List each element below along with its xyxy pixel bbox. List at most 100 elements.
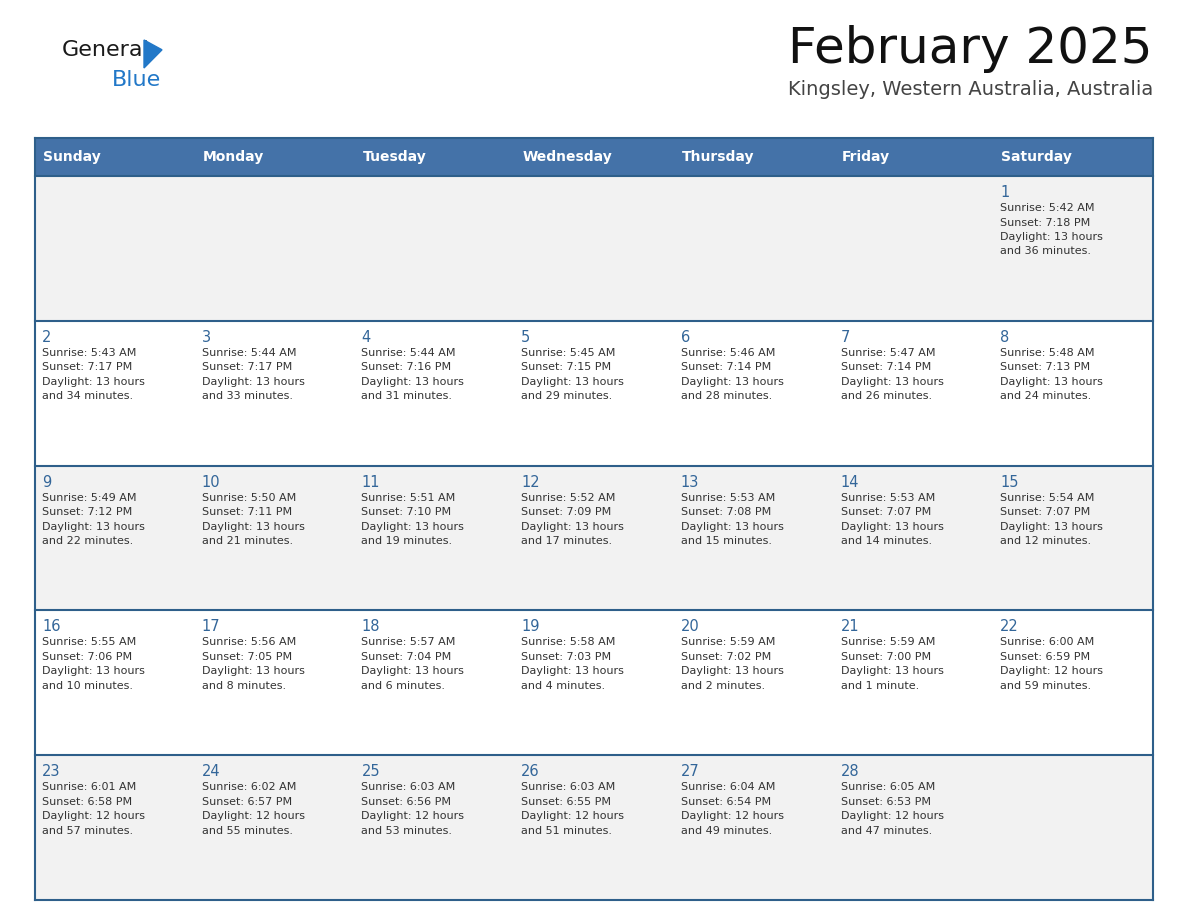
Text: Daylight: 13 hours: Daylight: 13 hours (42, 666, 145, 677)
Text: Sunrise: 5:57 AM: Sunrise: 5:57 AM (361, 637, 456, 647)
Text: and 36 minutes.: and 36 minutes. (1000, 247, 1092, 256)
Text: Sunrise: 5:49 AM: Sunrise: 5:49 AM (42, 493, 137, 502)
Text: and 34 minutes.: and 34 minutes. (42, 391, 133, 401)
Text: and 2 minutes.: and 2 minutes. (681, 681, 765, 691)
Text: Daylight: 13 hours: Daylight: 13 hours (681, 376, 784, 386)
Text: Daylight: 12 hours: Daylight: 12 hours (681, 812, 784, 822)
Text: and 6 minutes.: and 6 minutes. (361, 681, 446, 691)
Text: 16: 16 (42, 620, 61, 634)
Text: Sunset: 7:14 PM: Sunset: 7:14 PM (841, 363, 931, 373)
Text: 4: 4 (361, 330, 371, 345)
Text: Sunset: 7:03 PM: Sunset: 7:03 PM (522, 652, 612, 662)
Text: Sunset: 7:14 PM: Sunset: 7:14 PM (681, 363, 771, 373)
Text: and 59 minutes.: and 59 minutes. (1000, 681, 1092, 691)
Text: 26: 26 (522, 764, 539, 779)
Text: Sunset: 7:18 PM: Sunset: 7:18 PM (1000, 218, 1091, 228)
Text: Kingsley, Western Australia, Australia: Kingsley, Western Australia, Australia (788, 80, 1154, 99)
Text: Daylight: 12 hours: Daylight: 12 hours (841, 812, 943, 822)
Text: 24: 24 (202, 764, 220, 779)
Text: 5: 5 (522, 330, 530, 345)
Text: and 55 minutes.: and 55 minutes. (202, 825, 292, 835)
Text: Sunset: 7:07 PM: Sunset: 7:07 PM (841, 507, 931, 517)
Bar (34, 610, 1154, 756)
Text: 11: 11 (361, 475, 380, 489)
Bar (34, 320, 1154, 465)
Text: Sunrise: 6:04 AM: Sunrise: 6:04 AM (681, 782, 776, 792)
Text: Sunrise: 6:05 AM: Sunrise: 6:05 AM (841, 782, 935, 792)
Text: and 28 minutes.: and 28 minutes. (681, 391, 772, 401)
Text: Sunset: 7:00 PM: Sunset: 7:00 PM (841, 652, 930, 662)
Text: Sunset: 6:53 PM: Sunset: 6:53 PM (841, 797, 930, 807)
Text: General: General (62, 40, 150, 60)
Text: and 8 minutes.: and 8 minutes. (202, 681, 286, 691)
Text: Sunrise: 5:46 AM: Sunrise: 5:46 AM (681, 348, 776, 358)
Text: 8: 8 (1000, 330, 1010, 345)
Text: Daylight: 12 hours: Daylight: 12 hours (522, 812, 624, 822)
Text: Monday: Monday (203, 150, 264, 164)
Text: 23: 23 (42, 764, 61, 779)
Text: Daylight: 13 hours: Daylight: 13 hours (202, 521, 304, 532)
Text: and 22 minutes.: and 22 minutes. (42, 536, 133, 546)
Text: and 51 minutes.: and 51 minutes. (522, 825, 612, 835)
Text: Sunset: 7:17 PM: Sunset: 7:17 PM (202, 363, 292, 373)
Text: Daylight: 13 hours: Daylight: 13 hours (42, 376, 145, 386)
Text: February 2025: February 2025 (789, 25, 1154, 73)
Text: and 33 minutes.: and 33 minutes. (202, 391, 292, 401)
Text: Sunrise: 6:03 AM: Sunrise: 6:03 AM (361, 782, 456, 792)
Bar (34, 176, 1154, 320)
Text: 28: 28 (841, 764, 859, 779)
Text: Sunrise: 5:44 AM: Sunrise: 5:44 AM (202, 348, 296, 358)
Text: Sunrise: 5:59 AM: Sunrise: 5:59 AM (841, 637, 935, 647)
Text: Saturday: Saturday (1001, 150, 1072, 164)
Text: Sunrise: 5:59 AM: Sunrise: 5:59 AM (681, 637, 776, 647)
Text: and 1 minute.: and 1 minute. (841, 681, 918, 691)
Bar (34, 138, 1154, 176)
Text: Sunrise: 5:50 AM: Sunrise: 5:50 AM (202, 493, 296, 502)
Text: and 57 minutes.: and 57 minutes. (42, 825, 133, 835)
Text: and 29 minutes.: and 29 minutes. (522, 391, 612, 401)
Text: Sunrise: 6:03 AM: Sunrise: 6:03 AM (522, 782, 615, 792)
Text: 20: 20 (681, 620, 700, 634)
Text: Sunset: 7:05 PM: Sunset: 7:05 PM (202, 652, 292, 662)
Text: 14: 14 (841, 475, 859, 489)
Text: Daylight: 12 hours: Daylight: 12 hours (202, 812, 304, 822)
Bar (34, 465, 1154, 610)
Text: Sunset: 7:02 PM: Sunset: 7:02 PM (681, 652, 771, 662)
Text: and 24 minutes.: and 24 minutes. (1000, 391, 1092, 401)
Text: Daylight: 13 hours: Daylight: 13 hours (1000, 232, 1104, 242)
Text: Wednesday: Wednesday (523, 150, 612, 164)
Text: Thursday: Thursday (682, 150, 754, 164)
Text: 3: 3 (202, 330, 210, 345)
Text: Blue: Blue (112, 70, 162, 90)
Text: Daylight: 13 hours: Daylight: 13 hours (361, 666, 465, 677)
Text: Sunrise: 5:52 AM: Sunrise: 5:52 AM (522, 493, 615, 502)
Text: Daylight: 13 hours: Daylight: 13 hours (841, 521, 943, 532)
Text: Sunrise: 5:55 AM: Sunrise: 5:55 AM (42, 637, 137, 647)
Text: Sunrise: 5:44 AM: Sunrise: 5:44 AM (361, 348, 456, 358)
Text: Sunset: 6:54 PM: Sunset: 6:54 PM (681, 797, 771, 807)
Text: and 21 minutes.: and 21 minutes. (202, 536, 292, 546)
Text: Sunset: 7:06 PM: Sunset: 7:06 PM (42, 652, 132, 662)
Text: 19: 19 (522, 620, 539, 634)
Text: Sunrise: 5:58 AM: Sunrise: 5:58 AM (522, 637, 615, 647)
Text: Sunrise: 5:53 AM: Sunrise: 5:53 AM (841, 493, 935, 502)
Text: Sunrise: 5:47 AM: Sunrise: 5:47 AM (841, 348, 935, 358)
Text: Daylight: 13 hours: Daylight: 13 hours (681, 521, 784, 532)
Text: and 26 minutes.: and 26 minutes. (841, 391, 931, 401)
Text: 1: 1 (1000, 185, 1010, 200)
Text: Sunset: 7:11 PM: Sunset: 7:11 PM (202, 507, 292, 517)
Text: 25: 25 (361, 764, 380, 779)
Polygon shape (144, 40, 162, 68)
Text: Sunset: 6:57 PM: Sunset: 6:57 PM (202, 797, 292, 807)
Text: and 47 minutes.: and 47 minutes. (841, 825, 931, 835)
Bar (34, 756, 1154, 900)
Text: Sunrise: 6:02 AM: Sunrise: 6:02 AM (202, 782, 296, 792)
Text: 21: 21 (841, 620, 859, 634)
Text: 6: 6 (681, 330, 690, 345)
Text: Sunrise: 5:45 AM: Sunrise: 5:45 AM (522, 348, 615, 358)
Text: Daylight: 13 hours: Daylight: 13 hours (361, 521, 465, 532)
Text: Sunset: 7:13 PM: Sunset: 7:13 PM (1000, 363, 1091, 373)
Text: 13: 13 (681, 475, 700, 489)
Text: and 4 minutes.: and 4 minutes. (522, 681, 605, 691)
Text: and 14 minutes.: and 14 minutes. (841, 536, 931, 546)
